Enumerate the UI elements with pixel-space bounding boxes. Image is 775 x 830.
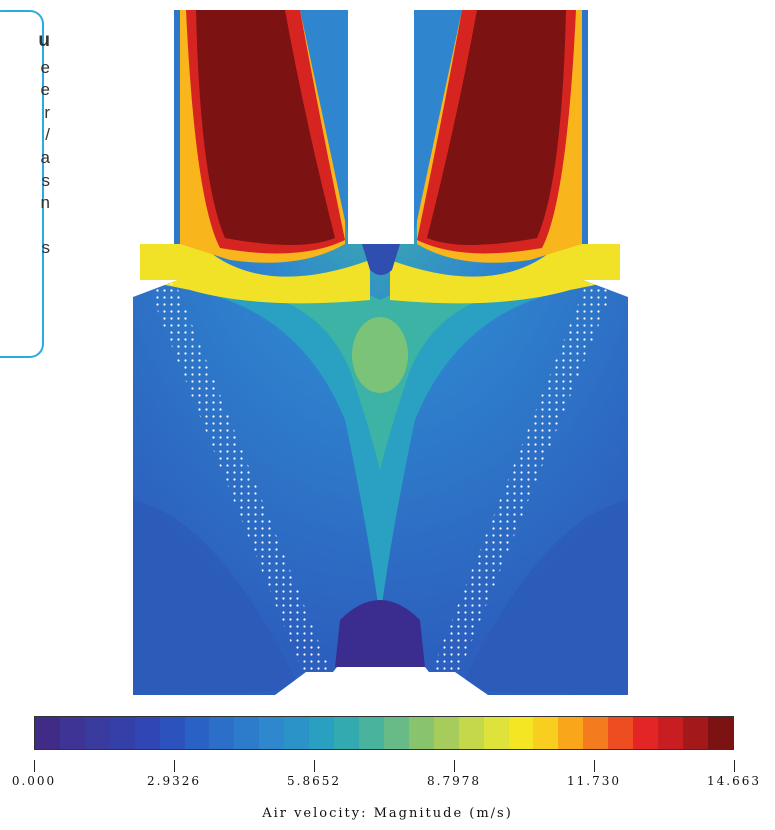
bg-letter: e [40,80,50,100]
colorbar-band [184,717,210,749]
colorbar-title: Air velocity: Magnitude (m/s) [262,806,513,821]
colorbar-band [209,717,235,749]
colorbar-band [633,717,659,749]
colorbar-tick [453,760,455,772]
left-jet-core [196,10,335,245]
central-plume-core [352,317,408,393]
colorbar-tick [733,760,735,772]
colorbar-tick-label: 11.730 [567,774,621,788]
centre-low-zone [362,244,400,275]
background-text: u e e r / a s n s [30,30,50,260]
lower-right-zone [460,500,628,695]
bg-letter: n [40,193,50,213]
bottom-low-velocity-zone [335,600,425,667]
flow-field [133,10,628,695]
bg-letter: s [41,238,51,258]
colorbar-tick [173,760,175,772]
right-jet-gap [414,10,462,235]
colorbar-band [408,717,434,749]
lower-left-zone [133,500,300,695]
colorbar-band [35,717,60,749]
colorbar-band [134,717,160,749]
colorbar-band [383,717,409,749]
bg-letter: / [45,125,50,145]
bg-letter: s [41,170,51,190]
colorbar-band [458,717,484,749]
colorbar-band [558,717,584,749]
left-jet-gap [300,10,348,235]
colorbar-band [309,717,335,749]
velocity-contour-plot [133,10,628,695]
colorbar-band [358,717,384,749]
bg-letter: a [40,147,50,167]
colorbar-band [608,717,634,749]
bg-letter: e [40,57,50,77]
colorbar-tick [593,760,595,772]
bg-letter: u [38,30,50,51]
colorbar-band [682,717,708,749]
colorbar-tick-label: 8.7978 [427,774,481,788]
right-dotted-baffle [432,282,612,678]
colorbar-band [109,717,135,749]
colorbar-band [259,717,285,749]
colorbar-band [483,717,509,749]
colorbar-band [234,717,260,749]
colorbar-tick-label: 2.9326 [147,774,201,788]
colorbar-band [583,717,609,749]
colorbar-tick [313,760,315,772]
colorbar-band [334,717,359,749]
right-inlet-yellow [390,244,620,304]
left-dotted-baffle [150,282,330,678]
colorbar-tick [33,760,35,772]
colorbar-tick-label: 5.8652 [287,774,341,788]
background-panel [0,10,44,358]
colorbar-band [707,717,733,749]
colorbar-band [433,717,459,749]
colorbar-tick-label: 14.663 [707,774,761,788]
colorbar-band [508,717,534,749]
colorbar [34,716,734,750]
left-inlet-yellow [140,244,370,304]
colorbar-band [284,717,310,749]
right-jet-core [427,10,566,245]
colorbar-band [59,717,85,749]
bg-letter: r [44,102,50,122]
colorbar-band [658,717,683,749]
colorbar-tick-label: 0.000 [11,774,57,788]
colorbar-band [159,717,185,749]
colorbar-band [84,717,110,749]
colorbar-band [533,717,559,749]
